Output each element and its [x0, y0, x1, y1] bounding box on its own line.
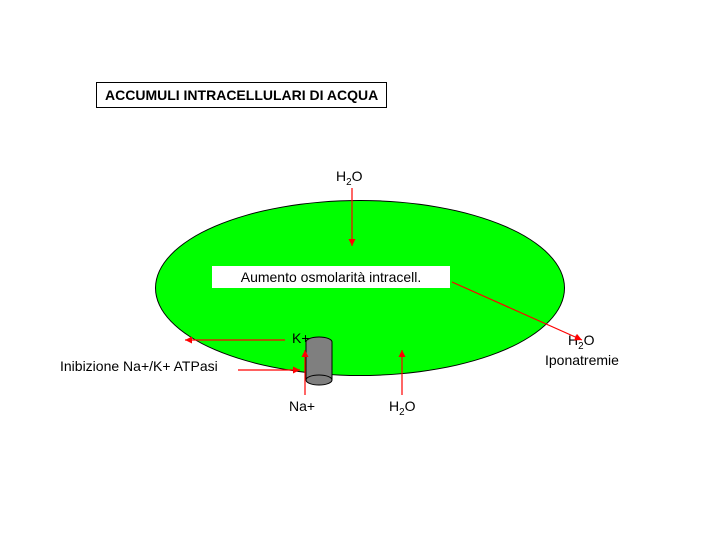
cell-ellipse [155, 200, 565, 376]
inibizione-label: Inibizione Na+/K+ ATPasi [60, 358, 218, 374]
k-plus-label: K+ [292, 330, 310, 346]
title-box: ACCUMULI INTRACELLULARI DI ACQUA [96, 82, 387, 108]
iponatremie-label: Iponatremie [545, 352, 619, 368]
na-plus-label: Na+ [289, 398, 315, 414]
h2o-bottom-label: H2O [389, 398, 415, 418]
osmolarity-label: Aumento osmolarità intracell. [212, 266, 450, 288]
h2o-right-label: H2O [568, 332, 594, 352]
h2o-top-label: H2O [336, 168, 362, 188]
